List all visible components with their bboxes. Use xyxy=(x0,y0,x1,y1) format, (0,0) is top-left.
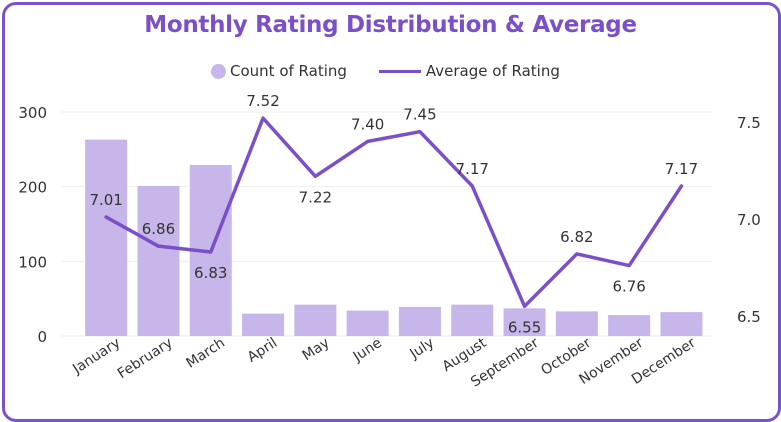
average-line xyxy=(104,116,684,309)
bar xyxy=(503,308,546,336)
data-label: 7.17 xyxy=(665,160,698,178)
y-right-tick-label: 6.5 xyxy=(737,308,761,326)
y-right-tick-label: 7.5 xyxy=(737,114,761,132)
bar xyxy=(294,304,337,336)
chart-legend: Count of Rating Average of Rating xyxy=(211,61,560,81)
legend-swatch-bar xyxy=(211,63,226,79)
x-tick-label: April xyxy=(245,335,281,366)
legend-swatch-line xyxy=(378,69,421,73)
legend-label-bar: Count of Rating xyxy=(230,62,347,80)
y-left-tick-label: 100 xyxy=(18,253,47,271)
data-label: 7.40 xyxy=(351,115,384,133)
chart-title: Monthly Rating Distribution & Average xyxy=(144,12,637,38)
data-label: 7.52 xyxy=(246,92,279,110)
data-label: 6.82 xyxy=(560,228,593,246)
data-label: 6.86 xyxy=(142,220,175,238)
bar xyxy=(555,311,598,336)
y-left-tick-label: 300 xyxy=(18,104,47,122)
legend-label-line: Average of Rating xyxy=(425,62,560,80)
data-label: 7.01 xyxy=(89,191,122,209)
bar xyxy=(608,315,651,336)
bar xyxy=(398,306,441,336)
y-left-tick-label: 200 xyxy=(18,179,47,197)
x-tick-label: July xyxy=(406,335,437,363)
data-label: 6.76 xyxy=(612,278,645,296)
data-label: 7.22 xyxy=(299,188,332,206)
bar xyxy=(451,304,494,336)
bar xyxy=(242,313,285,336)
x-tick-label: January xyxy=(69,335,123,378)
data-label: 6.83 xyxy=(194,264,227,282)
bar xyxy=(346,310,389,336)
bar xyxy=(85,139,128,336)
data-label: 6.55 xyxy=(508,318,541,336)
x-tick-label: June xyxy=(350,335,385,366)
x-tick-label: March xyxy=(183,335,228,372)
data-label: 7.17 xyxy=(456,160,489,178)
x-tick-label: February xyxy=(115,335,176,382)
y-left-tick-label: 0 xyxy=(37,328,47,346)
data-label: 7.45 xyxy=(403,106,436,124)
bar xyxy=(660,312,703,336)
x-tick-label: May xyxy=(300,335,333,364)
bar xyxy=(137,185,180,336)
y-right-tick-label: 7.0 xyxy=(737,211,761,229)
